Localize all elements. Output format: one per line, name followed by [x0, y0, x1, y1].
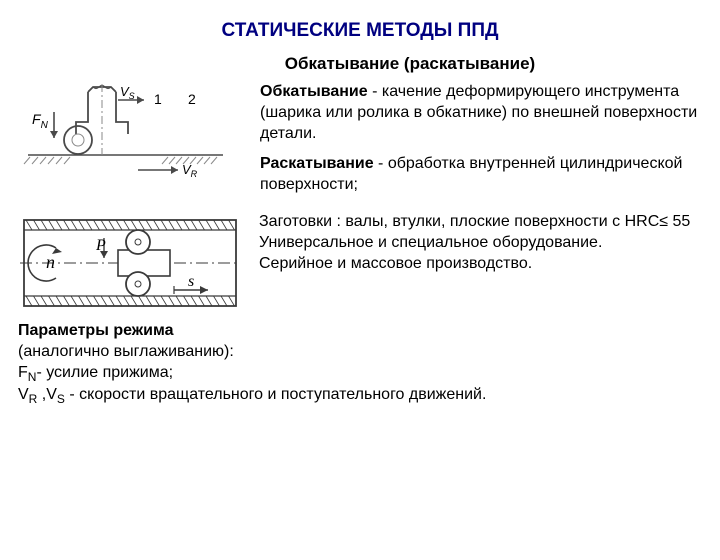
internal-rolling-diagram: n Ps [18, 212, 243, 317]
top-row: FN VS 1 2 VR Обкатывание - качение деформиру… [0, 82, 720, 206]
svg-text:FN: FN [32, 111, 49, 131]
page-subtitle: Обкатывание (раскатывание) [100, 54, 720, 74]
svg-text:s: s [188, 273, 194, 290]
def1-label: Обкатывание [260, 83, 368, 100]
svg-text:n: n [46, 252, 55, 272]
svg-text:1: 1 [154, 91, 162, 107]
param-fn: FN- усилие прижима; [18, 364, 173, 381]
roller-schematic-diagram: FN VS 1 2 VR [18, 82, 228, 202]
p2a: V [18, 386, 29, 403]
params-sub: (аналогично выглаживанию): [18, 343, 234, 360]
notes: Заготовки : валы, втулки, плоские поверх… [255, 212, 702, 284]
p1-sym: F [18, 364, 28, 381]
p2b: V [46, 386, 57, 403]
svg-text:VS: VS [120, 84, 135, 101]
def-raskatyvanie: Раскатывание - обработка внутренней цили… [260, 154, 702, 196]
def2-label: Раскатывание [260, 155, 374, 172]
notes-line2: Универсальное и специальное оборудование… [259, 234, 602, 251]
svg-text:2: 2 [188, 91, 196, 107]
param-vr-vs: VR ,VS - скорости вращательного и поступ… [18, 386, 486, 403]
svg-text:P: P [95, 237, 106, 254]
page-title: СТАТИЧЕСКИЕ МЕТОДЫ ППД [0, 20, 720, 42]
p1-txt: - усилие прижима; [36, 364, 173, 381]
notes-line1: Заготовки : валы, втулки, плоские поверх… [259, 213, 690, 230]
svg-text:VR: VR [182, 162, 198, 179]
def-obkatyvanie: Обкатывание - качение деформирующего инс… [260, 82, 702, 144]
p2bs: S [57, 393, 65, 407]
parameters-block: Параметры режима (аналогично выглаживани… [0, 317, 720, 408]
notes-line3: Серийное и массовое производство. [259, 255, 532, 272]
p2txt: - скорости вращательного и поступательно… [65, 386, 487, 403]
bottom-row: n Ps Заготовки : валы, втулки, плоские по… [0, 212, 720, 317]
params-title: Параметры режима [18, 322, 173, 339]
notes-block: Заготовки : валы, втулки, плоские поверх… [259, 212, 702, 274]
p2sep: , [37, 386, 46, 403]
definitions: Обкатывание - качение деформирующего инс… [240, 82, 702, 206]
